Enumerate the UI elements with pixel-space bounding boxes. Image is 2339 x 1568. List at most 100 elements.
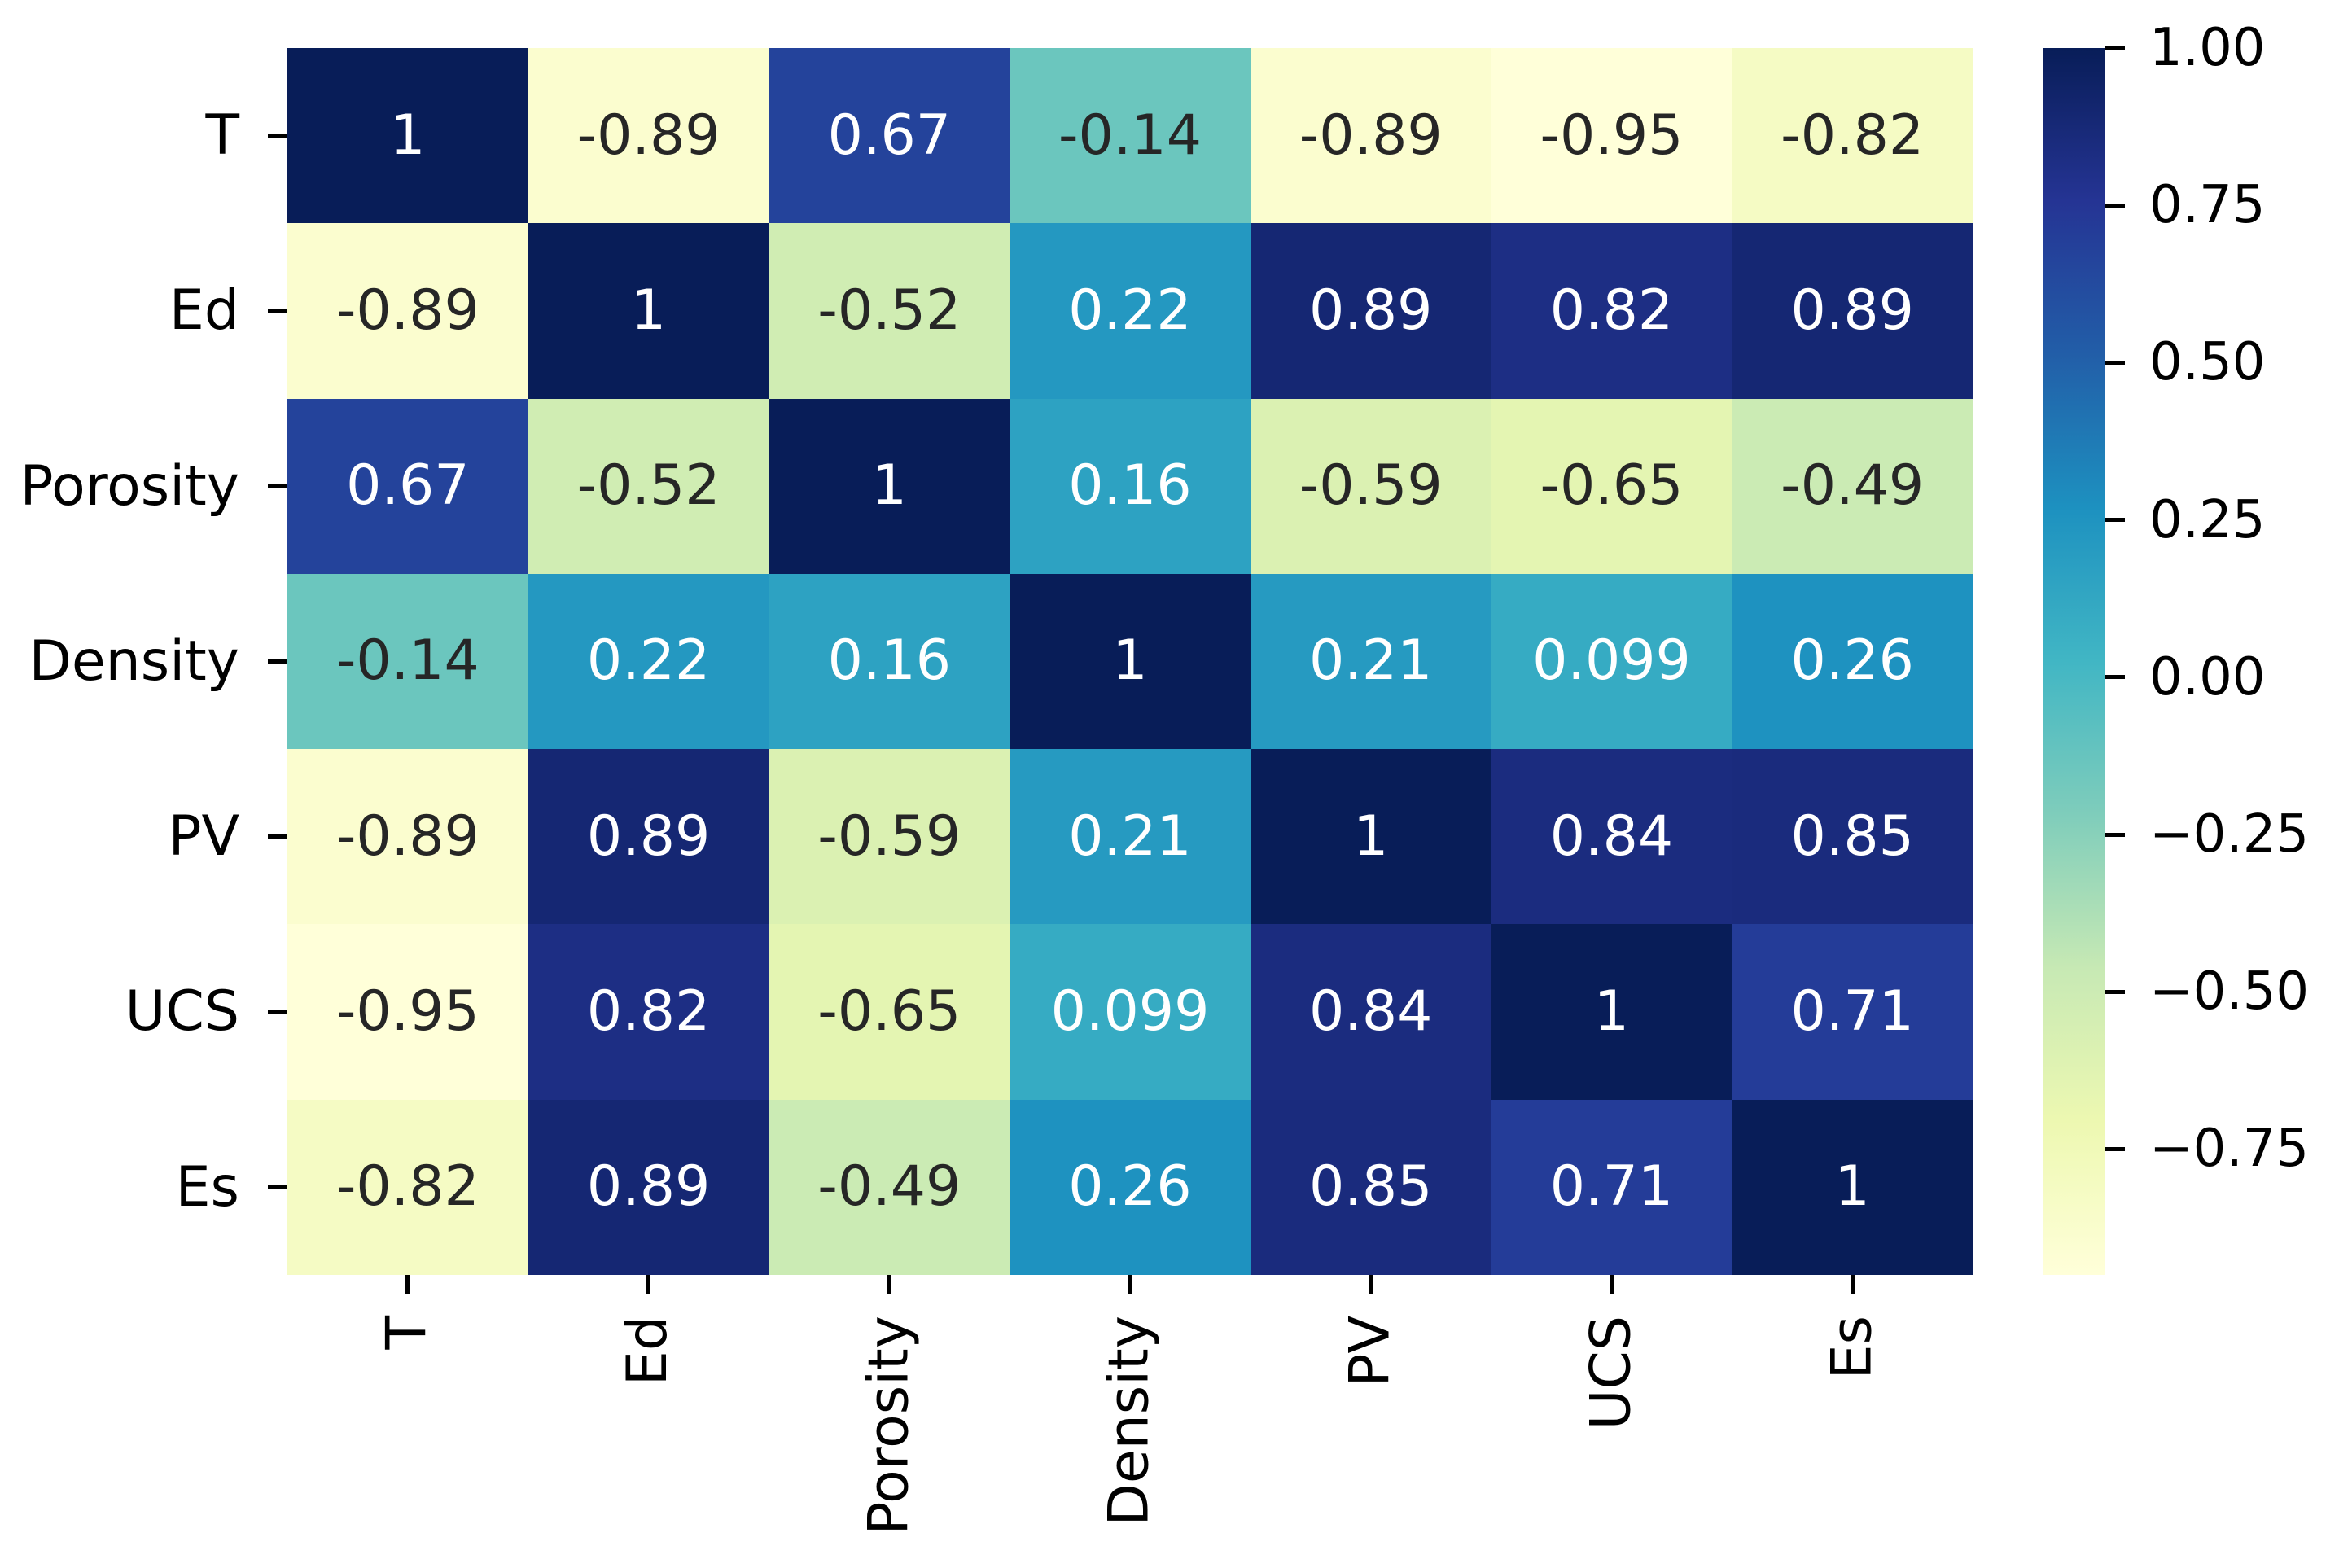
heatmap-cell-T-UCS: -0.95 (1491, 48, 1732, 224)
cell-value: 1 (390, 103, 426, 168)
heatmap-cell-Ed-T: -0.89 (287, 223, 528, 399)
y-tick-label-PV: PV (168, 804, 239, 869)
cell-value: 0.82 (586, 979, 711, 1045)
heatmap-cell-Es-Density: 0.26 (1010, 1099, 1251, 1275)
heatmap-cell-T-Porosity: 0.67 (769, 48, 1010, 224)
cell-value: -0.14 (1058, 103, 1202, 168)
colorbar-tick-label-0: 0.00 (2149, 646, 2266, 707)
y-tick-PV (268, 834, 287, 839)
heatmap-cell-PV-Es: 0.85 (1732, 749, 1973, 925)
cell-value: 1 (1593, 979, 1630, 1045)
colorbar-gradient (2043, 48, 2105, 1275)
heatmap-cell-Porosity-Density: 0.16 (1010, 398, 1251, 574)
colorbar-tick--0.75 (2105, 1146, 2125, 1151)
cell-value: 0.84 (1549, 804, 1674, 869)
cell-value: 0.099 (1050, 979, 1210, 1045)
heatmap-cell-Es-Porosity: -0.49 (769, 1099, 1010, 1275)
cell-value: 1 (1834, 1154, 1870, 1220)
x-tick-label-Es: Es (1820, 1316, 1885, 1380)
cell-value: -0.82 (335, 1154, 480, 1220)
y-tick-label-Es: Es (175, 1154, 239, 1220)
cell-value: 0.85 (1309, 1154, 1433, 1220)
heatmap-cell-Porosity-PV: -0.59 (1250, 398, 1491, 574)
cell-value: 1 (871, 453, 907, 519)
y-tick-T (268, 134, 287, 138)
heatmap-cell-Porosity-T: 0.67 (287, 398, 528, 574)
heatmap-cell-PV-Density: 0.21 (1010, 749, 1251, 925)
cell-value: 0.84 (1309, 979, 1433, 1045)
heatmap-cell-PV-UCS: 0.84 (1491, 749, 1732, 925)
y-tick-label-Density: Density (28, 629, 239, 694)
cell-value: 0.26 (1790, 629, 1914, 694)
cell-value: -0.89 (335, 804, 480, 869)
colorbar-tick--0.5 (2105, 989, 2125, 994)
heatmap-cell-UCS-PV: 0.84 (1250, 924, 1491, 1100)
x-tick-Ed (646, 1275, 651, 1294)
cell-value: 0.16 (1068, 453, 1192, 519)
colorbar (2043, 48, 2105, 1275)
colorbar-tick-label--0.5: −0.50 (2149, 961, 2310, 1023)
colorbar-tick-0.25 (2105, 518, 2125, 523)
cell-value: -0.89 (335, 278, 480, 343)
cell-value: -0.49 (817, 1154, 961, 1220)
heatmap-cell-Density-Density: 1 (1010, 573, 1251, 750)
cell-value: 0.099 (1532, 629, 1691, 694)
x-tick-label-UCS: UCS (1579, 1316, 1644, 1430)
cell-value: -0.52 (576, 453, 721, 519)
heatmap-cell-PV-T: -0.89 (287, 749, 528, 925)
heatmap-cell-UCS-Es: 0.71 (1732, 924, 1973, 1100)
x-tick-Density (1128, 1275, 1132, 1294)
cell-value: 0.89 (1790, 278, 1914, 343)
x-tick-PV (1369, 1275, 1373, 1294)
cell-value: 1 (630, 278, 667, 343)
cell-value: 0.16 (827, 629, 951, 694)
x-tick-label-Ed: Ed (615, 1316, 681, 1386)
cell-value: 0.67 (346, 453, 470, 519)
heatmap-cell-PV-PV: 1 (1250, 749, 1491, 925)
heatmap-cell-UCS-Porosity: -0.65 (769, 924, 1010, 1100)
cell-value: -0.52 (817, 278, 961, 343)
cell-value: 0.67 (827, 103, 951, 168)
cell-value: 0.22 (586, 629, 711, 694)
heatmap-cell-T-PV: -0.89 (1250, 48, 1491, 224)
heatmap-cell-Ed-Es: 0.89 (1732, 223, 1973, 399)
heatmap-cell-Density-UCS: 0.099 (1491, 573, 1732, 750)
cell-value: 0.89 (586, 804, 711, 869)
cell-value: 0.26 (1068, 1154, 1192, 1220)
heatmap-cell-PV-Ed: 0.89 (528, 749, 769, 925)
cell-value: -0.59 (1299, 453, 1443, 519)
colorbar-tick-label--0.75: −0.75 (2149, 1119, 2310, 1180)
heatmap-cell-T-Es: -0.82 (1732, 48, 1973, 224)
cell-value: -0.65 (817, 979, 961, 1045)
heatmap-cell-Ed-Ed: 1 (528, 223, 769, 399)
heatmap-cell-Es-Es: 1 (1732, 1099, 1973, 1275)
colorbar-tick-label--0.25: −0.25 (2149, 804, 2310, 865)
heatmap-cell-T-T: 1 (287, 48, 528, 224)
cell-value: 0.82 (1549, 278, 1674, 343)
y-tick-Density (268, 659, 287, 664)
heatmap-cell-Density-Es: 0.26 (1732, 573, 1973, 750)
cell-value: -0.59 (817, 804, 961, 869)
cell-value: 1 (1112, 629, 1148, 694)
y-tick-Porosity (268, 484, 287, 488)
cell-value: 0.21 (1309, 629, 1433, 694)
x-tick-label-Density: Density (1097, 1316, 1162, 1526)
colorbar-tick-0.5 (2105, 360, 2125, 365)
x-tick-T (405, 1275, 410, 1294)
heatmap-cell-Density-Ed: 0.22 (528, 573, 769, 750)
cell-value: -0.65 (1540, 453, 1684, 519)
colorbar-tick-label-0.5: 0.50 (2149, 332, 2266, 393)
heatmap-cell-Porosity-UCS: -0.65 (1491, 398, 1732, 574)
heatmap-cell-UCS-Ed: 0.82 (528, 924, 769, 1100)
colorbar-tick-1 (2105, 46, 2125, 50)
y-tick-Es (268, 1185, 287, 1189)
y-tick-Ed (268, 309, 287, 313)
heatmap-cell-Density-PV: 0.21 (1250, 573, 1491, 750)
cell-value: 1 (1353, 804, 1389, 869)
heatmap-cell-Es-PV: 0.85 (1250, 1099, 1491, 1275)
colorbar-tick-label-0.75: 0.75 (2149, 175, 2266, 236)
y-tick-label-Porosity: Porosity (20, 453, 239, 519)
heatmap-cell-UCS-Density: 0.099 (1010, 924, 1251, 1100)
cell-value: 0.71 (1790, 979, 1914, 1045)
